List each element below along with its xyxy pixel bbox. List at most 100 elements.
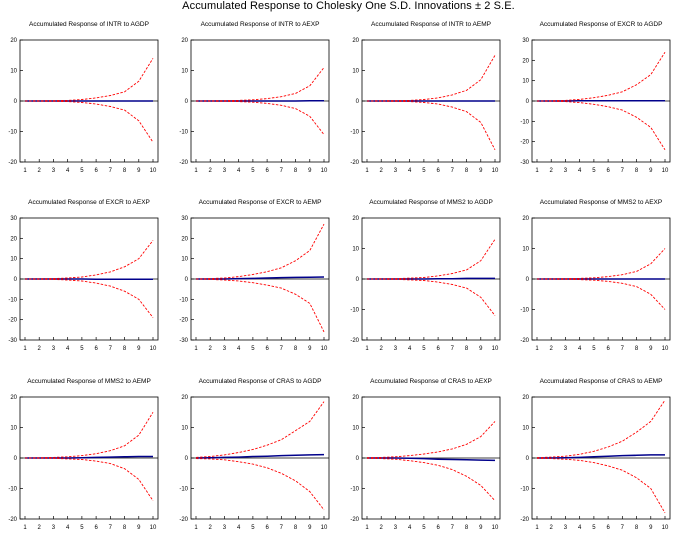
y-tick-label: 10 — [522, 426, 529, 432]
panel-title: Accumulated Response of EXCR to AEXP — [28, 199, 150, 206]
y-tick-label: 0 — [356, 99, 360, 105]
x-tick-label: 5 — [80, 168, 84, 174]
x-tick-label: 3 — [394, 346, 398, 352]
x-tick-label: 9 — [649, 525, 653, 531]
y-tick-label: 20 — [522, 395, 529, 401]
y-tick-label: -10 — [179, 130, 188, 136]
x-tick-label: 1 — [23, 346, 27, 352]
y-tick-label: -30 — [8, 338, 17, 344]
y-tick-label: 0 — [526, 99, 530, 105]
x-tick-label: 3 — [394, 168, 398, 174]
panel-title: Accumulated Response of CRAS to AEXP — [370, 378, 492, 385]
y-tick-label: 10 — [352, 426, 359, 432]
confidence-band-upper — [24, 240, 154, 280]
x-tick-label: 10 — [321, 346, 328, 352]
y-tick-label: -20 — [8, 318, 17, 324]
y-tick-label: 0 — [356, 456, 360, 462]
x-tick-label: 10 — [150, 168, 157, 174]
x-tick-label: 8 — [465, 168, 469, 174]
x-tick-label: 1 — [194, 525, 198, 531]
x-tick-label: 1 — [194, 168, 198, 174]
x-tick-label: 1 — [365, 168, 369, 174]
irf-panel: Accumulated Response of MMS2 to AGDP -20 -… — [350, 199, 501, 352]
x-tick-label: 9 — [308, 346, 312, 352]
y-tick-label: 0 — [356, 277, 360, 283]
panel-title: Accumulated Response of MMS2 to AEXP — [540, 199, 662, 206]
x-tick-label: 3 — [223, 346, 227, 352]
y-tick-label: 10 — [181, 69, 188, 75]
x-tick-label: 5 — [422, 346, 426, 352]
x-tick-label: 2 — [380, 525, 384, 531]
response-line — [196, 276, 325, 280]
x-tick-label: 2 — [209, 525, 213, 531]
x-tick-label: 5 — [592, 346, 596, 352]
x-tick-label: 6 — [436, 346, 440, 352]
y-tick-label: -10 — [8, 487, 17, 493]
x-tick-label: 10 — [150, 525, 157, 531]
y-tick-label: 10 — [181, 426, 188, 432]
y-tick-label: 20 — [181, 236, 188, 242]
x-tick-label: 7 — [109, 346, 113, 352]
confidence-band-lower — [536, 100, 666, 151]
x-tick-label: 3 — [223, 525, 227, 531]
x-tick-label: 2 — [380, 168, 384, 174]
x-tick-label: 8 — [635, 168, 639, 174]
x-tick-label: 1 — [535, 346, 539, 352]
y-tick-label: 0 — [526, 456, 530, 462]
x-tick-label: 9 — [479, 525, 483, 531]
figure-title: Accumulated Response to Cholesky One S.D… — [182, 0, 515, 12]
y-tick-label: -20 — [520, 140, 529, 146]
confidence-band-upper — [536, 51, 666, 102]
x-tick-label: 5 — [251, 168, 255, 174]
x-tick-label: 3 — [52, 346, 56, 352]
x-tick-label: 7 — [621, 346, 625, 352]
x-tick-label: 4 — [408, 346, 412, 352]
x-tick-label: 10 — [492, 168, 499, 174]
confidence-band-upper — [366, 55, 496, 102]
x-tick-label: 6 — [94, 346, 98, 352]
y-tick-label: 0 — [185, 456, 189, 462]
y-tick-label: 10 — [352, 69, 359, 75]
x-tick-label: 10 — [321, 525, 328, 531]
x-tick-label: 8 — [294, 346, 298, 352]
x-tick-label: 2 — [209, 346, 213, 352]
x-tick-label: 8 — [294, 525, 298, 531]
irf-panel: Accumulated Response of MMS2 to AEXP -20 -… — [520, 199, 671, 352]
y-tick-label: 10 — [10, 69, 17, 75]
x-tick-label: 10 — [150, 346, 157, 352]
y-tick-label: 20 — [10, 38, 17, 44]
confidence-band-lower — [536, 457, 666, 514]
y-tick-label: -10 — [350, 487, 359, 493]
x-tick-label: 4 — [578, 525, 582, 531]
x-tick-label: 8 — [123, 168, 127, 174]
x-tick-label: 9 — [308, 168, 312, 174]
y-tick-label: 20 — [352, 395, 359, 401]
x-tick-label: 7 — [280, 346, 284, 352]
x-tick-label: 8 — [294, 168, 298, 174]
irf-panel: Accumulated Response of CRAS to AGDP -20 -… — [179, 378, 330, 531]
x-tick-label: 5 — [80, 346, 84, 352]
y-tick-label: -20 — [8, 517, 17, 523]
x-tick-label: 9 — [649, 346, 653, 352]
y-tick-label: -10 — [350, 308, 359, 314]
x-tick-label: 5 — [251, 346, 255, 352]
y-tick-label: -10 — [179, 487, 188, 493]
irf-panel: Accumulated Response of INTR to AEXP -20 -… — [179, 21, 330, 174]
x-tick-label: 4 — [237, 525, 241, 531]
x-tick-label: 1 — [535, 525, 539, 531]
y-tick-label: -20 — [179, 160, 188, 166]
panel-title: Accumulated Response of EXCR to AEMP — [199, 199, 322, 206]
y-tick-label: 20 — [10, 395, 17, 401]
confidence-band-lower — [536, 278, 666, 310]
y-tick-label: -10 — [8, 130, 17, 136]
irf-panel: Accumulated Response of CRAS to AEMP -20 -… — [520, 378, 671, 531]
x-tick-label: 9 — [479, 168, 483, 174]
x-tick-label: 4 — [237, 346, 241, 352]
x-tick-label: 2 — [38, 168, 42, 174]
y-tick-label: -20 — [520, 517, 529, 523]
x-tick-label: 9 — [137, 346, 141, 352]
y-tick-label: 20 — [522, 58, 529, 64]
y-tick-label: 30 — [522, 38, 529, 44]
y-tick-label: -30 — [520, 160, 529, 166]
confidence-band-upper — [195, 401, 325, 458]
